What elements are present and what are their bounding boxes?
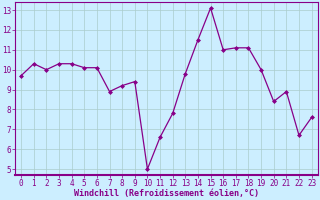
X-axis label: Windchill (Refroidissement éolien,°C): Windchill (Refroidissement éolien,°C) [74,189,259,198]
